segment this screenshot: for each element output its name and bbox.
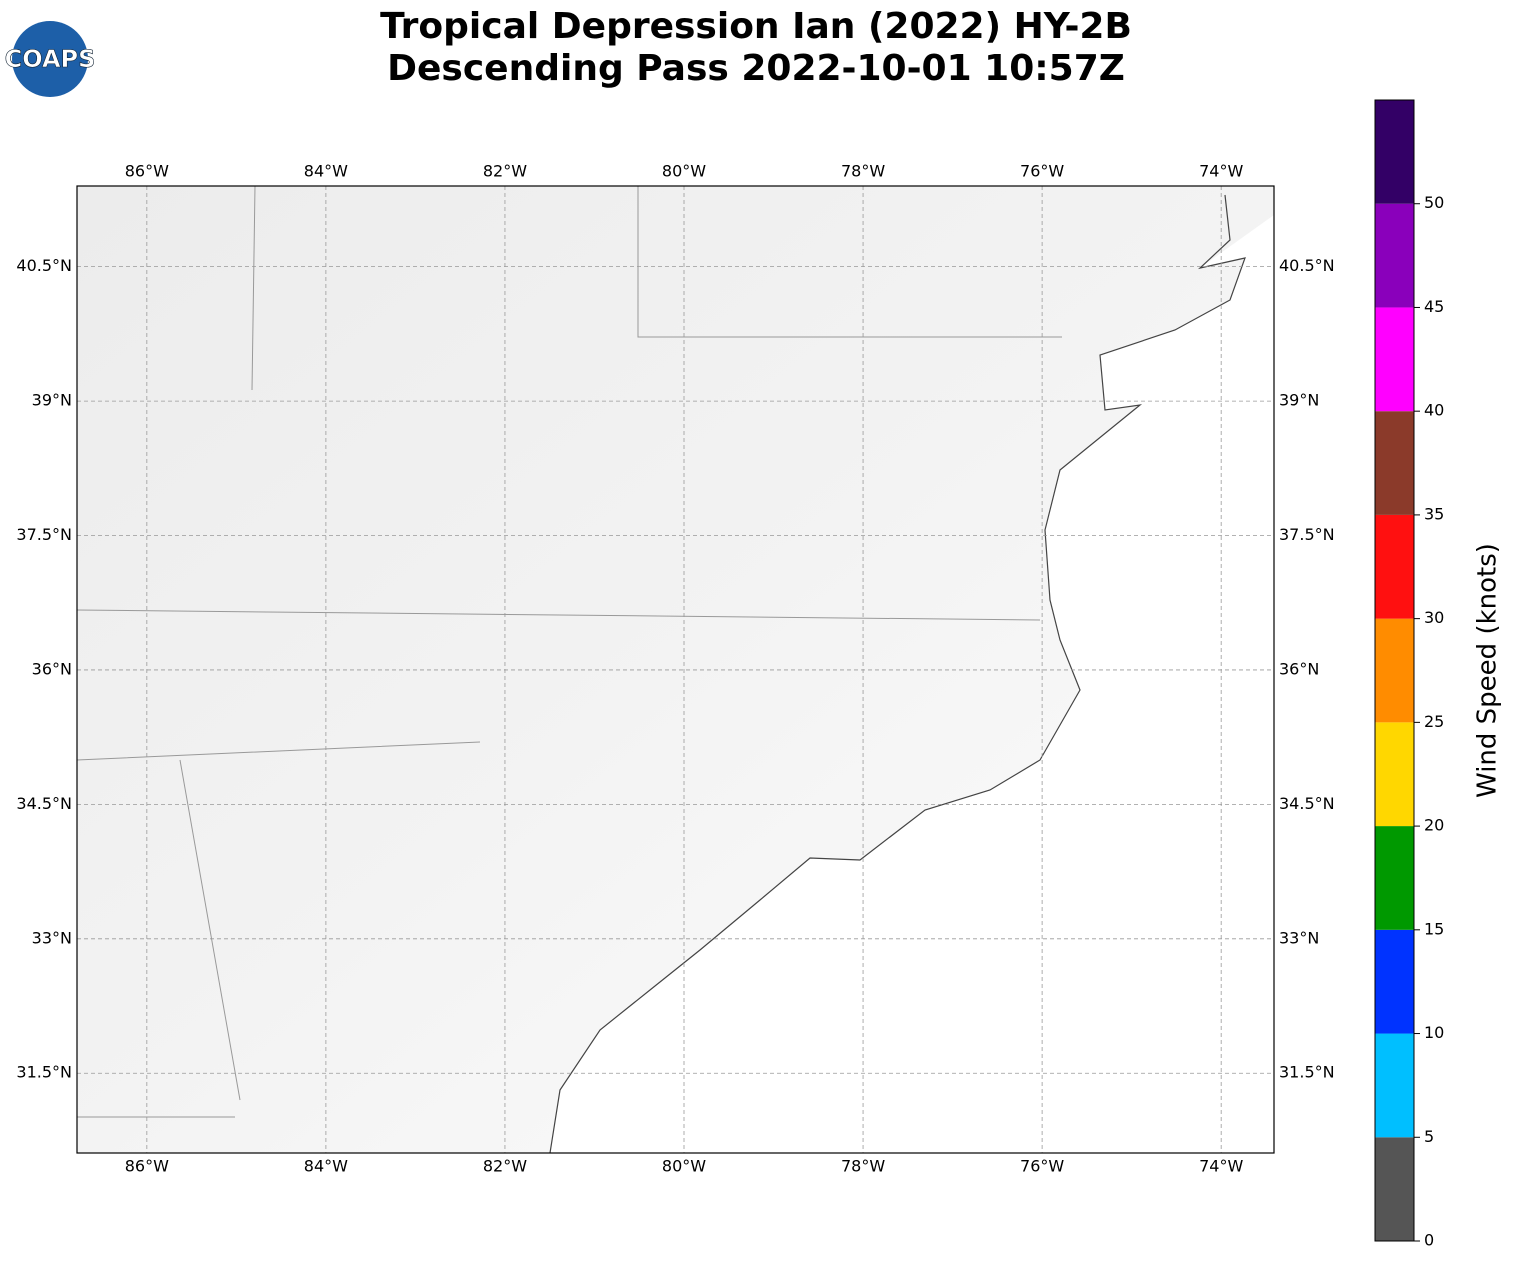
x-tick-label: 86°W: [125, 162, 169, 181]
y-tick-label: 34.5°N: [16, 794, 72, 813]
y-tick-label: 33°N: [1279, 928, 1319, 947]
colorbar-tick-label: 50: [1424, 193, 1444, 212]
ocean: [550, 186, 1274, 1153]
map-frame: [76, 185, 1275, 1154]
colorbar-tick-label: 5: [1424, 1127, 1434, 1146]
colorbar-tick-label: 15: [1424, 919, 1444, 938]
logo-globe: [12, 21, 88, 97]
title-line: Descending Pass 2022-10-01 10:57Z: [387, 48, 1125, 89]
x-tick-label: 82°W: [483, 1157, 527, 1176]
colorbar-segment: [1375, 411, 1414, 515]
y-tick-label: 34.5°N: [1279, 794, 1335, 813]
y-tick-label: 33°N: [32, 928, 72, 947]
colorbar-segment: [1375, 514, 1414, 619]
colorbar-segment: [1375, 203, 1414, 308]
colorbar-tick-label: 40: [1424, 401, 1444, 420]
y-tick-label: 39°N: [32, 391, 72, 410]
colorbar-tick-label: 10: [1424, 1023, 1444, 1042]
y-tick-label: 31.5°N: [16, 1063, 72, 1082]
title-line: Tropical Depression Ian (2022) HY-2B: [380, 6, 1132, 47]
colorbar-tick-label: 25: [1424, 712, 1444, 731]
y-tick-label: 37.5°N: [1279, 525, 1335, 544]
colorbar-frame: [1374, 99, 1415, 1242]
x-tick-label: 80°W: [662, 1157, 706, 1176]
y-tick-label: 31.5°N: [1279, 1063, 1335, 1082]
y-tick-label: 37.5°N: [16, 525, 72, 544]
colorbar-tick-label: 45: [1424, 297, 1444, 316]
y-tick-label: 40.5°N: [16, 256, 72, 275]
state-borders: [76, 185, 1062, 1118]
x-tick-label: 74°W: [1199, 162, 1243, 181]
logo: COAPS: [5, 45, 96, 73]
colorbar-tick-label: 30: [1424, 608, 1444, 627]
colorbar-segment: [1375, 1137, 1414, 1241]
x-tick-label: 78°W: [841, 162, 885, 181]
x-tick-label: 82°W: [483, 162, 527, 181]
colorbar-segment: [1375, 618, 1414, 723]
colorbar-segment: [1375, 307, 1414, 412]
colorbar-segment: [1375, 722, 1414, 827]
colorbar-tick-label: 0: [1424, 1231, 1434, 1250]
colorbar-segment: [1375, 929, 1414, 1034]
x-tick-label: 84°W: [304, 1157, 348, 1176]
colorbar-tick-label: 20: [1424, 816, 1444, 835]
x-tick-label: 76°W: [1020, 162, 1064, 181]
colorbar-label: Wind Speed (knots): [1473, 543, 1503, 798]
x-tick-label: 84°W: [304, 162, 348, 181]
y-tick-label: 36°N: [32, 659, 72, 678]
colorbar-segment: [1375, 826, 1414, 930]
y-tick-label: 40.5°N: [1279, 256, 1335, 275]
x-tick-label: 80°W: [662, 162, 706, 181]
x-tick-label: 78°W: [841, 1157, 885, 1176]
y-tick-label: 36°N: [1279, 659, 1319, 678]
coastline: [549, 194, 1246, 1154]
x-tick-label: 74°W: [1199, 1157, 1243, 1176]
map-area: [76, 185, 1274, 1154]
x-tick-label: 76°W: [1020, 1157, 1064, 1176]
y-tick-label: 39°N: [1279, 391, 1319, 410]
colorbar-tick-label: 35: [1424, 504, 1444, 523]
colorbar-segment: [1375, 100, 1414, 204]
colorbar-segment: [1375, 1033, 1414, 1138]
x-tick-label: 86°W: [125, 1157, 169, 1176]
